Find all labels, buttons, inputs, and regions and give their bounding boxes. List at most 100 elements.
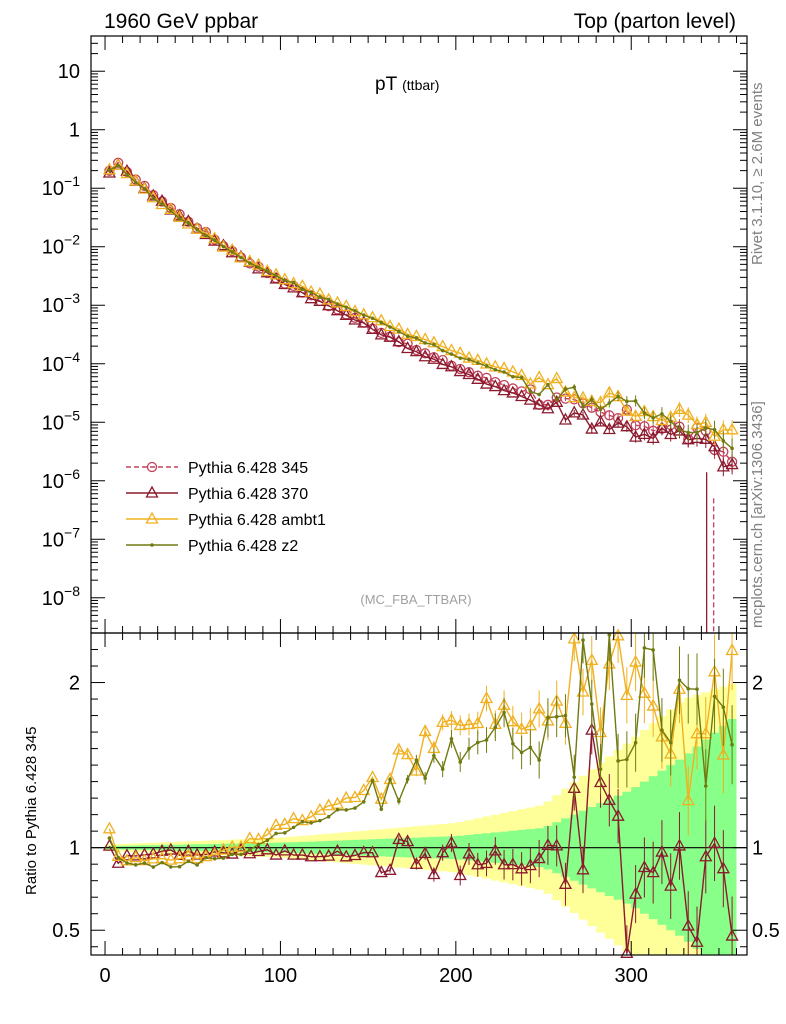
legend: Pythia 6.428 345 Pythia 6.428 370 Pythia 6… bbox=[126, 460, 326, 555]
main-y-tick-label: 1 bbox=[69, 120, 80, 142]
ratio-point bbox=[357, 845, 371, 858]
main-point bbox=[458, 356, 463, 360]
main-point bbox=[370, 316, 375, 321]
ratio-point bbox=[291, 825, 296, 830]
main-y-tick-label: 10−1 bbox=[42, 173, 80, 200]
main-point bbox=[169, 209, 173, 213]
ratio-point bbox=[546, 715, 550, 720]
main-point bbox=[440, 348, 445, 353]
ratio-point bbox=[484, 738, 489, 742]
ratio-point bbox=[519, 750, 524, 755]
main-point bbox=[243, 254, 257, 267]
ratio-point bbox=[730, 742, 734, 747]
header-right: Top (parton level) bbox=[574, 10, 736, 33]
ratio-point bbox=[278, 843, 292, 856]
main-point bbox=[318, 295, 322, 299]
main-point bbox=[142, 186, 147, 191]
ratio-point bbox=[423, 776, 427, 781]
main-point bbox=[607, 401, 612, 405]
main-title-text: pT bbox=[375, 74, 398, 95]
main-point bbox=[655, 413, 669, 426]
mcplots-label: mcplots.cern.ch [arXiv:1306.3436] bbox=[749, 401, 766, 628]
ratio-point bbox=[247, 848, 252, 852]
ratio-point bbox=[532, 851, 546, 864]
ratio-point bbox=[304, 849, 318, 862]
tick-label-base: 10 bbox=[42, 354, 64, 376]
side-labels: Rivet 3.1.10, ≥ 2.6M events mcplots.cern… bbox=[749, 83, 766, 629]
main-point bbox=[116, 163, 120, 168]
main-point bbox=[383, 329, 397, 342]
ratio-point bbox=[383, 862, 397, 875]
ratio-point bbox=[133, 863, 138, 867]
main-point bbox=[479, 356, 494, 369]
main-point bbox=[686, 430, 691, 435]
top-header: 1960 GeV ppbar Top (parton level) bbox=[104, 10, 736, 33]
main-point bbox=[677, 427, 682, 432]
main-point bbox=[519, 375, 524, 380]
ratio-point bbox=[160, 860, 164, 865]
ratio-point bbox=[515, 861, 529, 874]
ratio-point bbox=[681, 793, 695, 806]
ratio-point bbox=[409, 856, 423, 869]
ratio-point bbox=[361, 799, 366, 804]
main-point bbox=[260, 265, 274, 278]
ratio-point bbox=[558, 876, 573, 889]
main-point bbox=[177, 216, 182, 221]
ratio-point bbox=[339, 790, 353, 803]
main-point bbox=[400, 327, 415, 340]
ratio-point bbox=[400, 747, 415, 760]
ratio-point bbox=[286, 811, 301, 824]
main-point bbox=[400, 341, 415, 354]
ratio-point bbox=[379, 807, 384, 812]
ratio-point bbox=[418, 724, 432, 737]
ratio-point bbox=[672, 838, 687, 851]
main-point bbox=[598, 407, 603, 412]
tick-label-base: 10 bbox=[42, 588, 64, 610]
ratio-ylabel: Ratio to Pythia 6.428 345 bbox=[23, 727, 40, 895]
ratio-y-tick-label-right: 0.5 bbox=[752, 920, 780, 942]
main-series-line bbox=[109, 164, 733, 449]
ratio-point bbox=[414, 758, 419, 762]
ratio-point bbox=[186, 859, 191, 864]
ratio-point bbox=[304, 809, 318, 822]
main-y-tick-label: 10−6 bbox=[42, 466, 80, 493]
ratio-y-tick-label: 2 bbox=[69, 673, 80, 695]
main-point bbox=[558, 412, 573, 425]
ratio-point bbox=[453, 718, 467, 731]
main-point bbox=[707, 439, 722, 452]
main-point bbox=[462, 367, 476, 380]
ratio-point bbox=[313, 802, 327, 815]
main-point bbox=[344, 305, 349, 310]
main-point bbox=[405, 334, 410, 339]
main-point bbox=[481, 372, 492, 384]
ratio-point bbox=[383, 772, 397, 785]
main-point bbox=[541, 377, 555, 390]
ratio-point bbox=[204, 855, 208, 860]
ratio-point bbox=[479, 856, 494, 869]
ratio-point bbox=[309, 821, 313, 825]
main-point bbox=[725, 422, 739, 435]
main-point bbox=[646, 431, 660, 444]
ratio-point bbox=[625, 757, 629, 762]
main-point bbox=[409, 344, 423, 357]
main-point bbox=[699, 431, 713, 444]
ratio-point bbox=[567, 631, 581, 644]
main-point bbox=[558, 384, 573, 397]
main-point bbox=[216, 239, 231, 252]
main-point bbox=[436, 357, 450, 370]
tick-label-base: 10 bbox=[42, 471, 64, 493]
legend-item-2: Pythia 6.428 ambt1 bbox=[126, 511, 326, 529]
main-point bbox=[497, 383, 511, 396]
ratio-point bbox=[458, 760, 463, 764]
ratio-point bbox=[444, 712, 459, 725]
main-point bbox=[348, 304, 362, 317]
ratio-point bbox=[664, 878, 678, 891]
main-point bbox=[471, 371, 485, 384]
ratio-point bbox=[243, 831, 257, 844]
ratio-point bbox=[392, 742, 406, 755]
main-point bbox=[107, 168, 112, 173]
ratio-point bbox=[274, 831, 278, 836]
main-point bbox=[528, 389, 533, 394]
main-title-sub: (ttbar) bbox=[402, 77, 439, 93]
main-point bbox=[111, 157, 125, 170]
